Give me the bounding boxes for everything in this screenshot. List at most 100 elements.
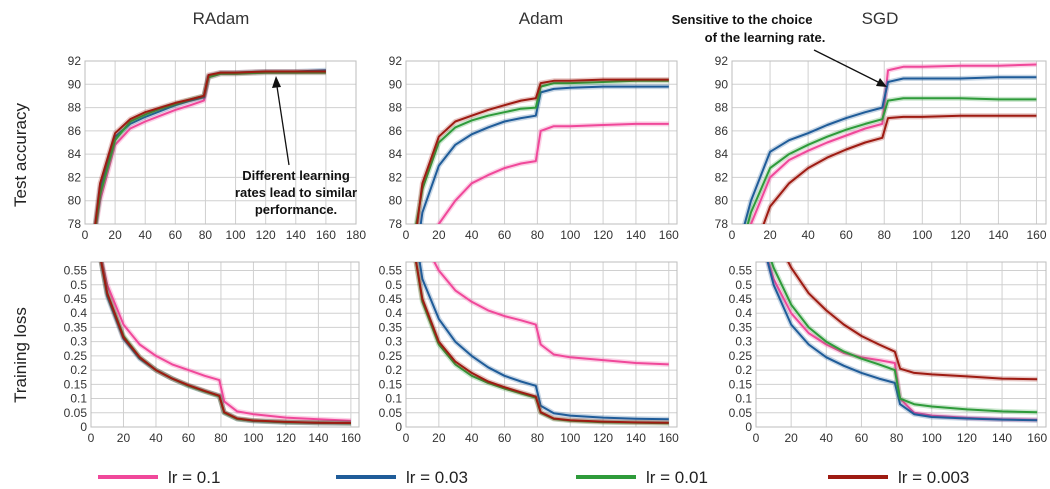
- x-tick-label: 120: [593, 431, 613, 445]
- x-tick-label: 20: [117, 431, 131, 445]
- legend-label: lr = 0.1: [168, 468, 220, 487]
- y-tick-label: 0.1: [385, 392, 402, 406]
- series-line: [766, 262, 1038, 422]
- y-tick-label: 80: [715, 194, 729, 208]
- x-tick-label: 180: [346, 228, 366, 242]
- x-tick-label: 40: [801, 228, 815, 242]
- y-tick-label: 0.15: [379, 377, 403, 391]
- x-tick-label: 160: [659, 228, 679, 242]
- annotation-line: rates lead to similar: [235, 185, 357, 200]
- annotation-line: Different learning: [242, 168, 350, 183]
- y-tick-label: 0.4: [735, 306, 752, 320]
- x-tick-label: 120: [593, 228, 613, 242]
- annotation-line: performance.: [255, 202, 337, 217]
- y-tick-label: 0.5: [735, 278, 752, 292]
- x-tick-label: 100: [912, 228, 932, 242]
- x-tick-label: 0: [403, 431, 410, 445]
- series-line-shadow: [99, 262, 352, 424]
- x-tick-label: 100: [560, 431, 580, 445]
- y-tick-label: 0: [80, 420, 87, 434]
- y-tick-label: 0.35: [379, 320, 403, 334]
- y-tick-label: 90: [389, 77, 403, 91]
- annotation-line: of the learning rate.: [705, 30, 826, 45]
- y-tick-label: 0.2: [70, 363, 87, 377]
- plot-frame: [84, 60, 357, 225]
- plot-frame: [405, 60, 678, 225]
- y-tick-label: 82: [68, 170, 82, 184]
- series-line-shadow: [93, 70, 326, 224]
- plot-frame: [731, 60, 1047, 225]
- x-tick-label: 20: [108, 228, 122, 242]
- series-line-shadow: [93, 70, 326, 224]
- legend-item: lr = 0.03: [336, 468, 468, 487]
- x-tick-label: 100: [226, 228, 246, 242]
- series-line-shadow: [93, 67, 326, 224]
- y-tick-label: 0.2: [735, 363, 752, 377]
- y-tick-label: 0.35: [729, 320, 753, 334]
- x-tick-label: 160: [1027, 431, 1047, 445]
- x-tick-label: 80: [199, 228, 213, 242]
- legend-label: lr = 0.003: [898, 468, 969, 487]
- series-line: [437, 122, 669, 224]
- y-tick-label: 92: [68, 54, 82, 68]
- x-tick-label: 100: [243, 431, 263, 445]
- panel-title-sgd: SGD: [862, 9, 899, 28]
- x-tick-label: 120: [256, 228, 276, 242]
- y-tick-label: 0.45: [379, 292, 403, 306]
- series-line: [433, 262, 669, 366]
- y-tick-label: 0.3: [735, 335, 752, 349]
- y-tick-label: 82: [715, 170, 729, 184]
- series-line: [419, 85, 669, 224]
- y-tick-label: 0.15: [729, 377, 753, 391]
- y-tick-label: 0.4: [70, 306, 87, 320]
- annotation-line: Sensitive to the choice: [672, 12, 813, 27]
- x-tick-label: 60: [855, 431, 869, 445]
- chart-panel: 0 20 40 60 80 100 120 140 160 00.050.10.150.20.25…: [64, 261, 361, 445]
- series-line: [94, 70, 326, 224]
- x-tick-label: 80: [531, 228, 545, 242]
- x-tick-label: 140: [988, 228, 1008, 242]
- annotation-arrow: [275, 79, 290, 166]
- x-tick-label: 160: [659, 431, 679, 445]
- y-tick-label: 0.45: [729, 292, 753, 306]
- annotation-sensitive-lr: Sensitive to the choice of the learning …: [672, 12, 887, 87]
- x-tick-label: 100: [560, 228, 580, 242]
- plot-frame: [755, 261, 1047, 428]
- series-line-shadow: [418, 84, 669, 224]
- x-tick-label: 120: [957, 431, 977, 445]
- y-tick-label: 0.35: [64, 320, 88, 334]
- x-tick-label: 80: [214, 431, 228, 445]
- y-tick-label: 78: [68, 217, 82, 231]
- x-tick-label: 40: [149, 431, 163, 445]
- y-tick-label: 92: [715, 54, 729, 68]
- x-tick-label: 140: [626, 228, 646, 242]
- x-tick-label: 160: [341, 431, 361, 445]
- x-tick-label: 160: [1026, 228, 1046, 242]
- y-tick-label: 0.45: [64, 292, 88, 306]
- x-tick-label: 20: [784, 431, 798, 445]
- x-tick-label: 40: [465, 228, 479, 242]
- x-tick-label: 0: [82, 228, 89, 242]
- legend-item: lr = 0.1: [98, 468, 220, 487]
- y-tick-label: 88: [389, 101, 403, 115]
- series-line: [415, 262, 669, 424]
- y-tick-label: 0.55: [379, 264, 403, 278]
- series-line: [749, 63, 1037, 224]
- x-tick-label: 120: [950, 228, 970, 242]
- series-line: [762, 114, 1037, 224]
- y-tick-label: 0.1: [70, 392, 87, 406]
- y-tick-label: 0.4: [385, 306, 402, 320]
- y-tick-label: 0.55: [729, 264, 753, 278]
- x-tick-label: 60: [498, 431, 512, 445]
- y-tick-label: 80: [389, 194, 403, 208]
- series-line: [100, 262, 351, 422]
- chart-panel: 0 20 40 60 80 100 120 140 160 78 80 82 84 86 88 90 92: [715, 54, 1047, 242]
- annotation-similar-performance: Different learning rates lead to similar…: [235, 76, 357, 217]
- panel-title-radam: RAdam: [193, 9, 250, 28]
- x-tick-label: 20: [432, 228, 446, 242]
- chart-panel: 0 20 40 60 80 100 120 140 160 78 80 82 84 86 88 90 92: [389, 54, 679, 242]
- y-tick-label: 84: [389, 147, 403, 161]
- y-tick-label: 0.2: [385, 363, 402, 377]
- series-line: [94, 69, 326, 224]
